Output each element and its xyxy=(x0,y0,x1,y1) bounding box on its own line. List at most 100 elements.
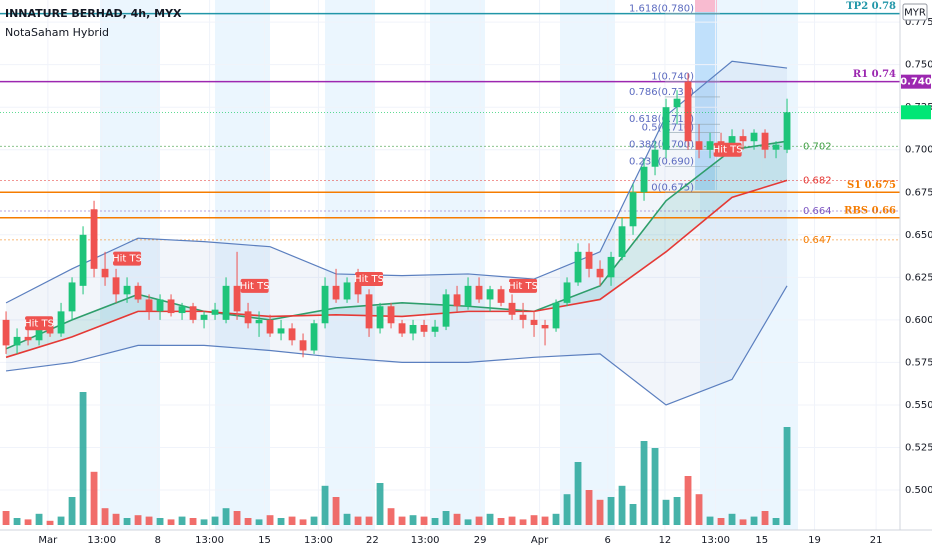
volume-bar xyxy=(596,499,604,525)
currency-label: MYR xyxy=(904,8,926,19)
minor-level-label: 0.702 xyxy=(803,141,832,152)
candle-body xyxy=(442,294,450,327)
volume-bar xyxy=(376,483,384,525)
volume-bar xyxy=(321,485,329,525)
candle-body xyxy=(288,328,296,341)
volume-bar xyxy=(398,516,406,525)
candle-body xyxy=(772,144,780,150)
x-tick-label: 19 xyxy=(808,535,821,546)
volume-bar xyxy=(519,519,527,525)
candle-body xyxy=(761,132,769,150)
candle-body xyxy=(211,309,219,315)
volume-bar xyxy=(332,497,340,525)
candle-body xyxy=(695,141,703,150)
volume-bar xyxy=(365,516,373,525)
volume-bar xyxy=(739,519,747,525)
annotation-label: Hit TS xyxy=(112,254,142,265)
candle-body xyxy=(585,251,593,269)
candle-body xyxy=(629,192,637,227)
annotation-box xyxy=(355,272,384,287)
volume-bar xyxy=(431,518,439,525)
candle-body xyxy=(563,282,571,303)
candle-body xyxy=(739,136,747,142)
volume-bar xyxy=(662,499,670,525)
candle-body xyxy=(783,112,791,150)
indicator-line xyxy=(5,285,788,406)
minor-level-label: 0.647 xyxy=(803,235,832,246)
volume-bar xyxy=(354,516,362,525)
y-tick-label: 0.675 xyxy=(905,187,932,198)
candle-body xyxy=(552,302,560,329)
y-tick-label: 0.750 xyxy=(905,60,932,71)
plot-area: TP2 0.78 R1 0.74 S1 0.675 RBS 0.66 0.702 0.68… xyxy=(0,0,900,530)
candle-body xyxy=(200,314,208,320)
volume-bar xyxy=(13,518,21,525)
candle-body xyxy=(431,326,439,332)
candle-body xyxy=(90,209,98,269)
candle-body xyxy=(706,141,714,150)
x-tick-label: 13:00 xyxy=(411,535,440,546)
volume-bar xyxy=(684,476,692,525)
volume-bar xyxy=(189,518,197,525)
candle-body xyxy=(618,226,626,257)
volume-bar xyxy=(464,519,472,525)
volume-bar xyxy=(453,513,461,525)
volume-bar xyxy=(145,516,153,525)
volume-bar xyxy=(101,508,109,525)
volume-bar xyxy=(24,519,32,525)
volume-bar xyxy=(772,518,780,525)
volume-bar xyxy=(134,515,142,525)
y-tick-label: 0.575 xyxy=(905,357,932,368)
candle-body xyxy=(640,166,648,193)
volume-bar xyxy=(640,441,648,525)
axes: 0.7750.7500.7250.7000.6750.6500.6250.600… xyxy=(38,17,932,546)
indicator-name: NotaSaham Hybrid xyxy=(5,26,109,39)
x-tick-label: 29 xyxy=(474,535,487,546)
volume-bar xyxy=(299,519,307,525)
price-tag-label: 0.740 xyxy=(900,77,932,88)
candle-body xyxy=(167,299,175,314)
volume-bar xyxy=(200,519,208,525)
x-tick-label: 22 xyxy=(366,535,379,546)
candle-body xyxy=(178,306,186,314)
candle-body xyxy=(255,319,263,324)
fib-label: 0.786(0.731) xyxy=(629,87,694,98)
volume-bar xyxy=(277,518,285,525)
fib-label: 0.618(0.715) xyxy=(629,114,694,125)
x-tick-label: Apr xyxy=(531,535,549,546)
candle-body xyxy=(68,282,76,312)
candle-body xyxy=(321,285,329,324)
volume-bar xyxy=(343,513,351,525)
annotation-label: Hit TS xyxy=(713,145,743,156)
volume-bar xyxy=(651,448,659,525)
trend-fill xyxy=(6,141,788,358)
annotation-box xyxy=(713,142,742,157)
currency-badge[interactable] xyxy=(902,3,928,21)
volume-bar xyxy=(695,494,703,525)
volume-bar xyxy=(475,516,483,525)
volume-bar xyxy=(717,518,725,525)
volume-bar xyxy=(574,462,582,525)
fib-label: 0.236(0.690) xyxy=(629,157,694,168)
volume-bar xyxy=(409,515,417,525)
last-price-box xyxy=(901,105,931,120)
annotation-box xyxy=(509,278,538,293)
volume-bar xyxy=(244,518,252,525)
y-tick-label: 0.650 xyxy=(905,230,932,241)
volume-bar xyxy=(552,513,560,525)
candle-body xyxy=(387,306,395,324)
volume-bar xyxy=(750,516,758,525)
level-label: RBS 0.66 xyxy=(844,205,896,216)
volume-bar xyxy=(420,516,428,525)
candle-body xyxy=(35,324,43,341)
candle-body xyxy=(651,149,659,167)
candle-body xyxy=(475,285,483,300)
x-tick-label: 15 xyxy=(755,535,768,546)
level-label: R1 0.74 xyxy=(853,69,896,80)
candle-body xyxy=(409,324,417,334)
candle-body xyxy=(453,294,461,307)
y-tick-label: 0.525 xyxy=(905,442,932,453)
candle-body xyxy=(24,336,32,341)
level-label: S1 0.675 xyxy=(847,180,896,191)
